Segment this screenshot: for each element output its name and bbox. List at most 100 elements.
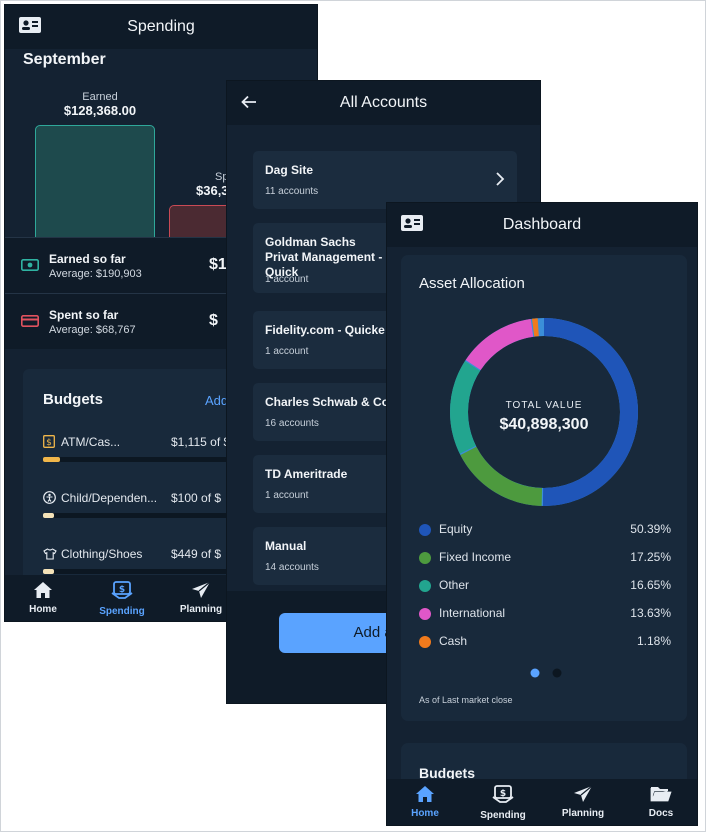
- account-name: Dag Site: [265, 163, 314, 177]
- legend-swatch: [419, 636, 431, 648]
- legend-label: Equity: [439, 522, 473, 536]
- page-indicator[interactable]: [529, 667, 569, 679]
- tab-label: Spending: [480, 810, 526, 821]
- earned-label: Earned: [82, 91, 118, 103]
- tab-planning[interactable]: Planning: [169, 581, 233, 615]
- legend-swatch: [419, 524, 431, 536]
- account-name: TD Ameritrade: [265, 467, 348, 481]
- account-name: Manual: [265, 539, 307, 553]
- month-label: September: [23, 51, 106, 68]
- budget-progress-fill: [43, 569, 55, 574]
- back-arrow-icon[interactable]: [241, 94, 257, 115]
- earned-average: Average: $190,903: [49, 268, 142, 280]
- tab-planning[interactable]: Planning: [551, 785, 615, 819]
- spent-amount: $: [209, 312, 218, 329]
- svg-text:$: $: [46, 438, 52, 448]
- dashboard-screen: Dashboard Asset Allocation TOTAL VALUE $…: [386, 202, 698, 826]
- profile-card-icon[interactable]: [401, 215, 423, 236]
- dashboard-tab-bar: Home $ Spending Planning Docs: [387, 779, 697, 825]
- home-icon: [33, 582, 53, 602]
- legend-value: 1.18%: [636, 634, 671, 648]
- earned-value: $128,368.00: [63, 103, 137, 118]
- budget-name: ATM/Cas...: [61, 435, 121, 449]
- account-count: 14 accounts: [265, 562, 319, 573]
- legend-item: Fixed Income 17.25%: [419, 549, 671, 569]
- tab-label: Home: [411, 808, 439, 819]
- folder-icon: [650, 787, 672, 806]
- budget-name: Child/Dependen...: [61, 491, 158, 505]
- tab-spending[interactable]: $ Spending: [471, 785, 535, 821]
- donut-slice-other[interactable]: [450, 318, 638, 506]
- donut-slice-equity[interactable]: [450, 318, 638, 506]
- account-name: Goldman Sachs Privat Management - Quick: [265, 235, 383, 279]
- legend-swatch: [419, 552, 431, 564]
- account-count: 1 account: [265, 490, 309, 501]
- shirt-icon: [43, 547, 57, 565]
- home-icon: [415, 786, 435, 806]
- legend-item: Other 16.65%: [419, 577, 671, 597]
- legend-label: Fixed Income: [439, 550, 512, 564]
- legend-swatch: [419, 608, 431, 620]
- budgets-title: Budgets: [43, 391, 103, 408]
- budget-progress: [43, 569, 317, 574]
- spent-so-far-title: Spent so far: [49, 308, 119, 322]
- budget-progress-fill: [43, 513, 55, 518]
- legend-value: 16.65%: [630, 578, 671, 592]
- spent-label: Sp: [215, 171, 229, 183]
- earned-so-far-title: Earned so far: [49, 252, 126, 266]
- account-name: Charles Schwab & Co: [265, 395, 390, 409]
- page-title: Spending: [127, 18, 195, 35]
- total-value-label: TOTAL VALUE: [506, 400, 583, 411]
- tab-label: Planning: [179, 604, 223, 615]
- budgets-title: Budgets: [419, 765, 475, 781]
- budget-progress: [43, 457, 317, 462]
- profile-card-icon[interactable]: [19, 17, 41, 38]
- account-name: Fidelity.com - Quicke: [265, 323, 385, 337]
- dollar-icon: $: [43, 435, 55, 453]
- budget-progress: [43, 513, 317, 518]
- tab-home[interactable]: Home: [393, 785, 457, 819]
- tab-spending[interactable]: $ Spending: [90, 581, 154, 617]
- tab-label: Spending: [99, 606, 145, 617]
- dashboard-appbar: Dashboard: [387, 203, 697, 247]
- planning-icon: [191, 581, 211, 602]
- accounts-appbar: All Accounts: [227, 81, 540, 125]
- tab-label: Planning: [561, 808, 605, 819]
- spent-value: $36,3: [196, 183, 229, 198]
- tab-home[interactable]: Home: [11, 581, 75, 615]
- budget-name: Clothing/Shoes: [61, 547, 143, 561]
- legend-item: Cash 1.18%: [419, 633, 671, 653]
- cash-icon: [21, 258, 39, 276]
- budget-value: $100 of $: [171, 491, 222, 505]
- legend-value: 50.39%: [630, 522, 671, 536]
- svg-text:$: $: [500, 789, 506, 799]
- account-item[interactable]: Dag Site 11 accounts: [253, 151, 517, 209]
- tab-label: Docs: [648, 808, 674, 819]
- planning-icon: [573, 785, 593, 806]
- spending-icon: $: [111, 581, 133, 604]
- budget-progress-fill: [43, 457, 60, 462]
- allocation-donut-chart[interactable]: TOTAL VALUE $40,898,300: [441, 309, 647, 515]
- chevron-right-icon: [495, 171, 505, 192]
- add-budget-link[interactable]: Add: [205, 393, 229, 408]
- page-title: All Accounts: [339, 94, 428, 111]
- tab-docs[interactable]: Docs: [629, 785, 693, 819]
- legend-label: International: [439, 606, 506, 620]
- card-title: Asset Allocation: [419, 275, 525, 292]
- spent-average: Average: $68,767: [49, 324, 136, 336]
- legend-label: Other: [439, 578, 470, 592]
- child-icon: [43, 491, 56, 509]
- legend-swatch: [419, 580, 431, 592]
- earned-bar[interactable]: [35, 125, 155, 243]
- legend-value: 17.25%: [630, 550, 671, 564]
- as-of-note: As of Last market close: [419, 695, 513, 705]
- spending-appbar: Spending: [5, 5, 317, 49]
- total-value: $40,898,300: [500, 416, 589, 433]
- legend-label: Cash: [439, 634, 468, 648]
- account-count: 1 account: [265, 274, 309, 285]
- credit-card-icon: [21, 314, 39, 332]
- spending-icon: $: [492, 785, 514, 808]
- account-count: 1 account: [265, 346, 309, 357]
- svg-text:$: $: [119, 585, 125, 595]
- account-count: 11 accounts: [265, 186, 319, 197]
